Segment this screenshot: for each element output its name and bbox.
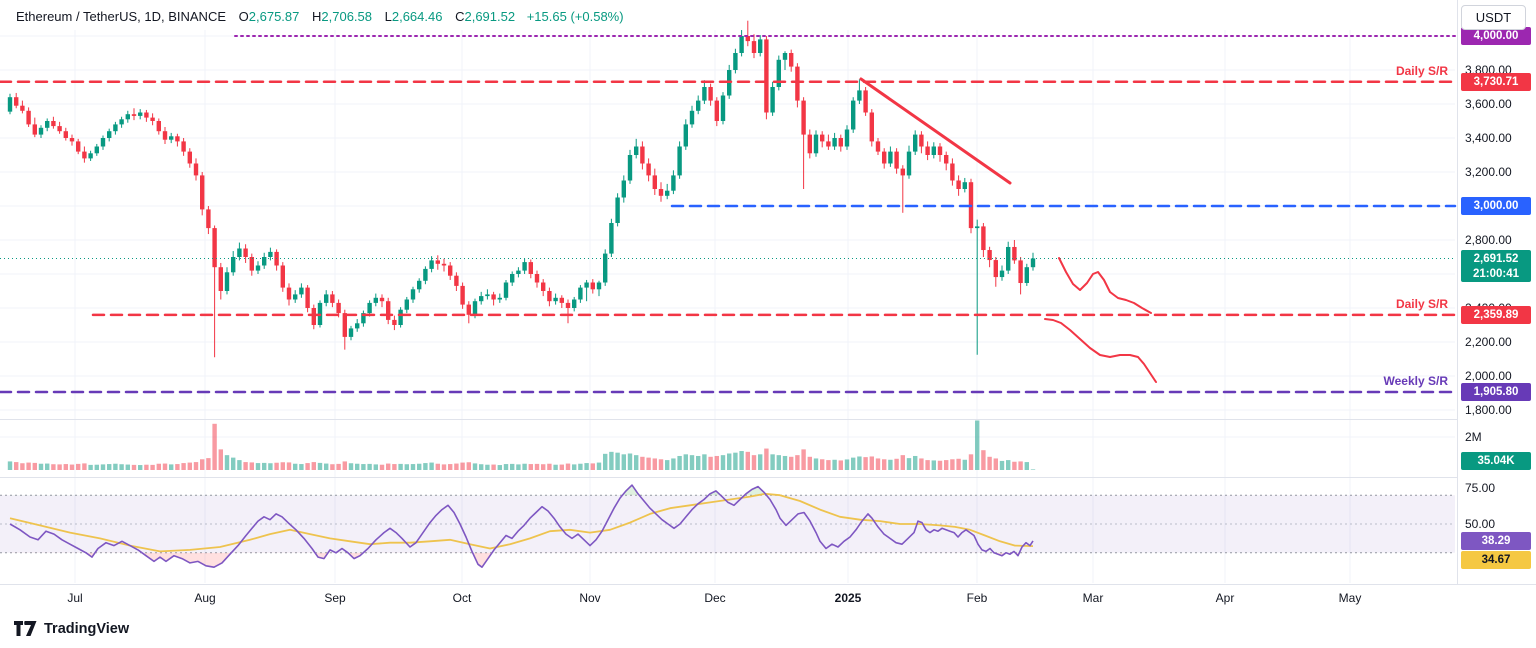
bar-countdown-timer: 21:00:41 xyxy=(1472,268,1520,281)
close-value: 2,691.52 xyxy=(464,9,516,24)
daily-sr-lower-price-badge[interactable]: 2,359.89 xyxy=(1461,305,1531,324)
rsi-ma-value-badge: 34.67 xyxy=(1461,550,1531,569)
candlestick-series xyxy=(7,20,1036,358)
low-value: 2,664.46 xyxy=(391,9,443,24)
tradingview-logo-icon xyxy=(14,621,37,636)
open-value: 2,675.87 xyxy=(248,9,300,24)
volume-histogram xyxy=(7,420,1036,470)
symbol-title: Ethereum / TetherUS, 1D, BINANCE xyxy=(16,9,227,24)
price-tick-3600: 3,600.00 xyxy=(1465,97,1512,111)
rsi-oversold-fill xyxy=(10,552,1033,568)
descending-trendline[interactable] xyxy=(859,77,1012,185)
tradingview-attribution[interactable]: TradingView xyxy=(14,620,129,637)
rsi-band xyxy=(0,494,1455,554)
change-value: +15.65 (+0.58%) xyxy=(526,9,624,24)
price-tick-2200: 2,200.00 xyxy=(1465,335,1512,349)
daily-sr-upper-label: Daily S/R xyxy=(1395,63,1448,78)
time-label-Mar: Mar xyxy=(1082,591,1104,605)
price-tick-2800: 2,800.00 xyxy=(1465,233,1512,247)
time-label-Oct: Oct xyxy=(452,591,472,605)
rsi-ma-line[interactable] xyxy=(9,492,1034,553)
price-volume-pane-divider[interactable] xyxy=(0,419,1536,420)
high-value: 2,706.58 xyxy=(321,9,372,24)
weekly-sr-price-badge[interactable]: 1,905.80 xyxy=(1461,383,1531,401)
daily-sr-lower-label: Daily S/R xyxy=(1395,296,1448,311)
time-label-Dec: Dec xyxy=(704,591,726,605)
rsi-value-badge: 38.29 xyxy=(1461,531,1531,550)
low-key: L xyxy=(384,9,392,24)
rsi-overbought-fill xyxy=(622,485,767,496)
time-label-Feb: Feb xyxy=(966,591,988,605)
time-label-Nov: Nov xyxy=(579,591,601,605)
open-key: O xyxy=(238,9,249,24)
close-key: C xyxy=(455,9,465,24)
time-label-Jul: Jul xyxy=(67,591,83,605)
time-label-2025: 2025 xyxy=(834,591,862,605)
round-level-4000-price-badge[interactable]: 4,000.00 xyxy=(1461,27,1531,45)
time-label-Apr: Apr xyxy=(1215,591,1235,605)
volume-scale-tick: 2M xyxy=(1465,430,1482,444)
price-tick-3400: 3,400.00 xyxy=(1465,131,1512,145)
chart-canvas[interactable] xyxy=(0,0,1457,584)
weekly-sr-label: Weekly S/R xyxy=(1383,374,1448,388)
time-label-Aug: Aug xyxy=(194,591,216,605)
time-label-Sep: Sep xyxy=(324,591,346,605)
last-price-value: 2,691.52 xyxy=(1473,253,1519,266)
high-key: H xyxy=(312,9,322,24)
currency-toggle-button[interactable]: USDT xyxy=(1461,5,1526,30)
round-level-3000-price-badge[interactable]: 3,000.00 xyxy=(1461,197,1531,215)
volume-rsi-pane-divider[interactable] xyxy=(0,477,1536,478)
rsi-mid-tick: 50.00 xyxy=(1465,517,1496,531)
last-price-badge: 2,691.52 21:00:41 xyxy=(1461,250,1531,283)
price-axis-scale[interactable]: 3,800.003,600.003,400.003,200.003,000.00… xyxy=(1457,0,1536,584)
rsi-line[interactable] xyxy=(9,484,1034,569)
rsi-upper-tick: 75.00 xyxy=(1465,481,1496,495)
symbol-legend: Ethereum / TetherUS, 1D, BINANCE O2,675.… xyxy=(16,9,624,24)
support-resistance-lines[interactable] xyxy=(0,35,1457,394)
time-axis-scale[interactable]: Jul Aug Sep Oct Nov Dec 2025 Feb Mar Apr May xyxy=(0,584,1536,612)
price-tick-1800: 1,800.00 xyxy=(1465,403,1512,417)
price-tick-3200: 3,200.00 xyxy=(1465,165,1512,179)
projection-lower[interactable] xyxy=(1044,318,1157,383)
brand-name: TradingView xyxy=(44,620,130,637)
daily-sr-upper-price-badge[interactable]: 3,730.71 xyxy=(1461,72,1531,91)
volume-value-badge: 35.04K xyxy=(1461,452,1531,470)
price-tick-2000: 2,000.00 xyxy=(1465,369,1512,383)
projection-upper[interactable] xyxy=(1058,257,1152,314)
time-label-May: May xyxy=(1338,591,1362,605)
